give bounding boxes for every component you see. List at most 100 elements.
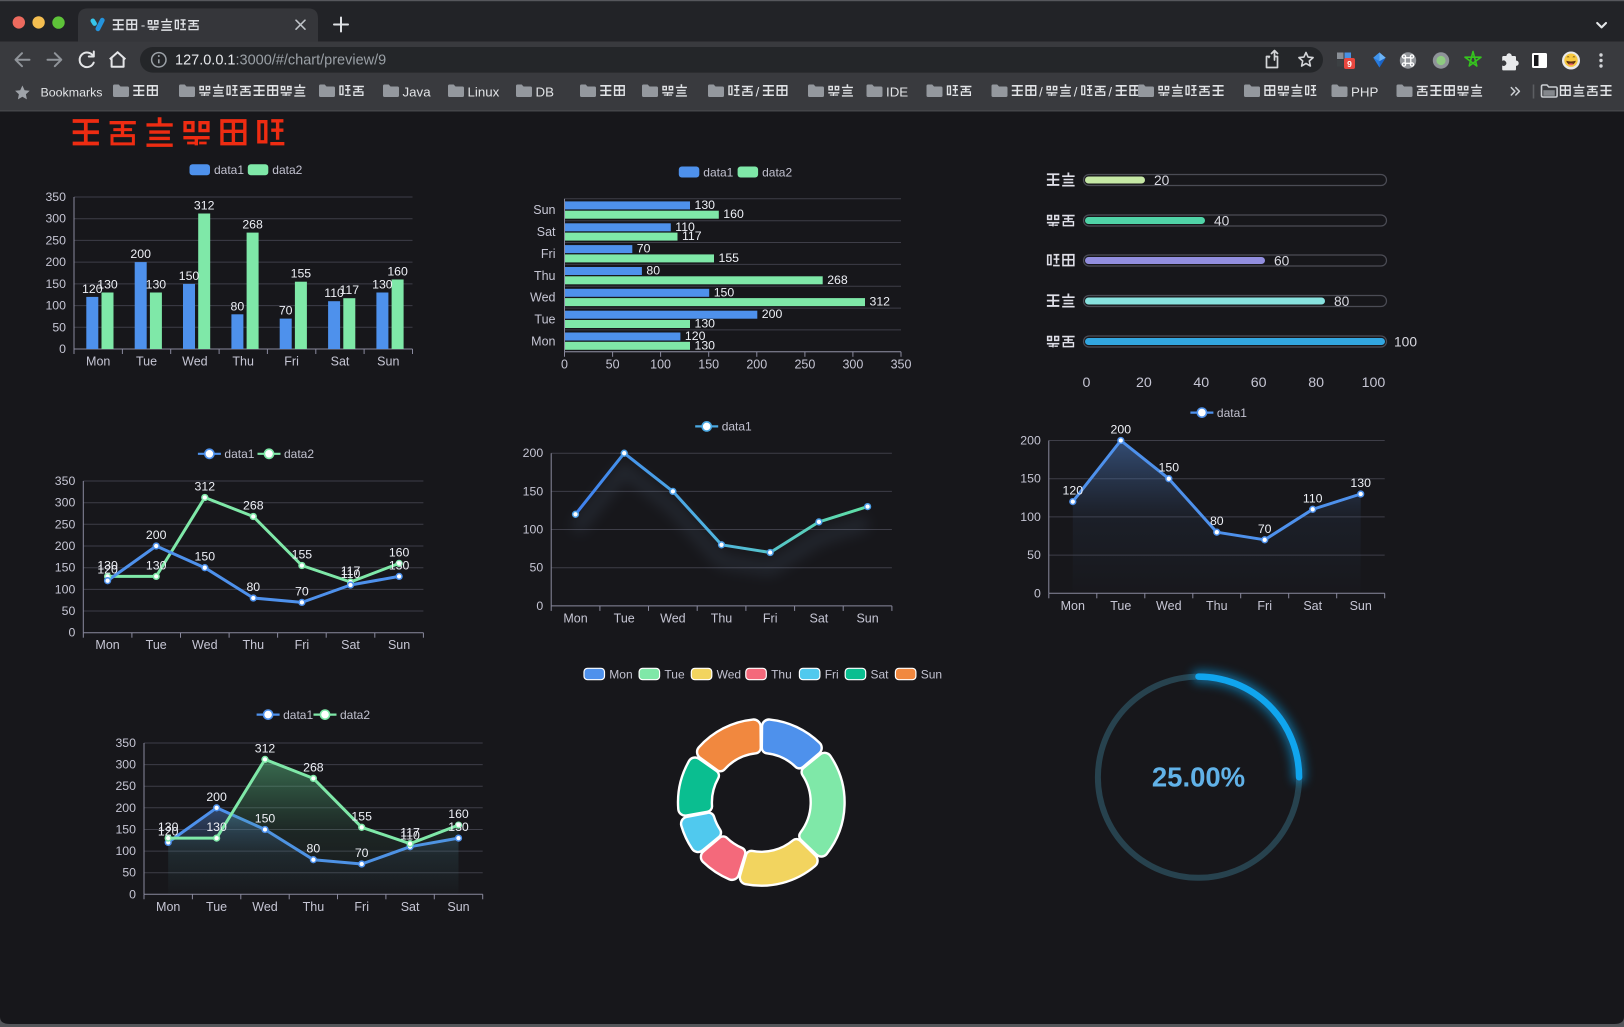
svg-text:Sun: Sun: [1350, 599, 1372, 613]
svg-text:80: 80: [246, 580, 260, 594]
svg-text:Thu: Thu: [534, 269, 556, 283]
svg-text:data1: data1: [214, 163, 244, 177]
svg-text:50: 50: [530, 561, 544, 575]
svg-text:Wed: Wed: [717, 667, 741, 681]
svg-text:0: 0: [536, 599, 543, 613]
svg-text:120: 120: [82, 282, 103, 296]
svg-text:150: 150: [1020, 472, 1041, 486]
svg-text:Tue: Tue: [534, 313, 555, 327]
svg-text:Mon: Mon: [531, 334, 555, 348]
svg-text:250: 250: [115, 779, 136, 793]
svg-text:200: 200: [115, 801, 136, 815]
svg-text:110: 110: [675, 220, 695, 234]
svg-text:data2: data2: [762, 166, 792, 180]
svg-text:117: 117: [400, 826, 420, 840]
svg-text:130: 130: [97, 278, 118, 292]
svg-text:268: 268: [303, 760, 324, 774]
svg-text:80: 80: [231, 299, 245, 313]
svg-text:100: 100: [1362, 375, 1386, 391]
svg-text:110: 110: [1303, 491, 1323, 505]
svg-text:130: 130: [448, 820, 469, 834]
svg-text:120: 120: [158, 824, 179, 838]
svg-text:Sun: Sun: [533, 203, 555, 217]
svg-text:100: 100: [45, 299, 66, 313]
svg-text:200: 200: [1111, 423, 1132, 437]
svg-text:Thu: Thu: [1206, 599, 1228, 613]
svg-text:Tue: Tue: [206, 900, 227, 914]
svg-text:Fri: Fri: [295, 638, 310, 652]
svg-text:100: 100: [1394, 334, 1417, 349]
svg-text:data1: data1: [703, 166, 733, 180]
svg-text:Fri: Fri: [825, 667, 839, 681]
svg-text:300: 300: [115, 758, 136, 772]
svg-text:250: 250: [794, 357, 815, 371]
svg-text:data1: data1: [1217, 406, 1247, 420]
svg-text:Sat: Sat: [871, 667, 890, 681]
svg-text:200: 200: [762, 307, 783, 321]
svg-text:130: 130: [695, 317, 716, 331]
svg-text:Thu: Thu: [771, 667, 792, 681]
svg-text:Mon: Mon: [1061, 599, 1085, 613]
svg-text:Fri: Fri: [354, 900, 369, 914]
svg-text:50: 50: [52, 320, 66, 334]
svg-text:250: 250: [45, 233, 66, 247]
svg-text:40: 40: [1193, 375, 1209, 391]
svg-text:Java: Java: [403, 84, 432, 99]
svg-text:Thu: Thu: [711, 612, 733, 626]
svg-text:312: 312: [870, 295, 891, 309]
svg-text:155: 155: [351, 809, 372, 823]
svg-text:80: 80: [646, 264, 660, 278]
svg-text:50: 50: [606, 357, 620, 371]
svg-text:110: 110: [341, 567, 361, 581]
svg-text:110: 110: [324, 286, 344, 300]
svg-text:80: 80: [1210, 514, 1224, 528]
svg-text:Thu: Thu: [303, 900, 325, 914]
svg-text:70: 70: [279, 304, 293, 318]
svg-text:300: 300: [45, 212, 66, 226]
svg-text:268: 268: [242, 218, 263, 232]
svg-text:Sat: Sat: [1303, 599, 1322, 613]
svg-text:80: 80: [1334, 294, 1350, 309]
svg-text:60: 60: [1274, 253, 1290, 268]
svg-text:150: 150: [115, 823, 136, 837]
svg-text:Sat: Sat: [331, 355, 350, 369]
svg-text:130: 130: [146, 558, 167, 572]
svg-text:130: 130: [695, 198, 716, 212]
svg-text:data2: data2: [340, 708, 370, 722]
svg-text:Tue: Tue: [614, 612, 635, 626]
svg-text:50: 50: [62, 604, 76, 618]
svg-text:80: 80: [307, 842, 321, 856]
svg-text:150: 150: [698, 357, 719, 371]
svg-text:155: 155: [292, 548, 313, 562]
svg-text:200: 200: [206, 790, 227, 804]
svg-text:Wed: Wed: [660, 612, 686, 626]
svg-text:Mon: Mon: [609, 667, 632, 681]
svg-text:130: 130: [158, 820, 179, 834]
svg-text:Thu: Thu: [232, 355, 254, 369]
svg-text:127.0.0.1:3000/#/chart/preview: 127.0.0.1:3000/#/chart/preview/9: [175, 53, 386, 69]
svg-text:350: 350: [55, 474, 76, 488]
svg-text:Sun: Sun: [856, 612, 878, 626]
svg-text:Wed: Wed: [1156, 599, 1182, 613]
svg-text:155: 155: [291, 267, 312, 281]
svg-text:20: 20: [1136, 375, 1152, 391]
svg-text:Thu: Thu: [243, 638, 265, 652]
svg-text:Wed: Wed: [192, 638, 218, 652]
svg-text:/: /: [756, 84, 760, 99]
svg-text:300: 300: [55, 496, 76, 510]
svg-text:80: 80: [1308, 375, 1324, 391]
svg-text:150: 150: [45, 277, 66, 291]
svg-text:data1: data1: [224, 447, 254, 461]
svg-text:Wed: Wed: [252, 900, 278, 914]
svg-text:/: /: [1074, 84, 1078, 99]
svg-text:DB: DB: [536, 84, 555, 99]
svg-text:117: 117: [339, 283, 359, 297]
svg-text:Wed: Wed: [182, 355, 208, 369]
svg-text:9: 9: [1347, 59, 1352, 69]
svg-text:130: 130: [389, 558, 410, 572]
svg-text:40: 40: [1214, 213, 1230, 228]
svg-text:150: 150: [179, 269, 200, 283]
svg-text:/: /: [1039, 84, 1043, 99]
svg-text:130: 130: [206, 820, 227, 834]
svg-text:Tue: Tue: [664, 667, 685, 681]
